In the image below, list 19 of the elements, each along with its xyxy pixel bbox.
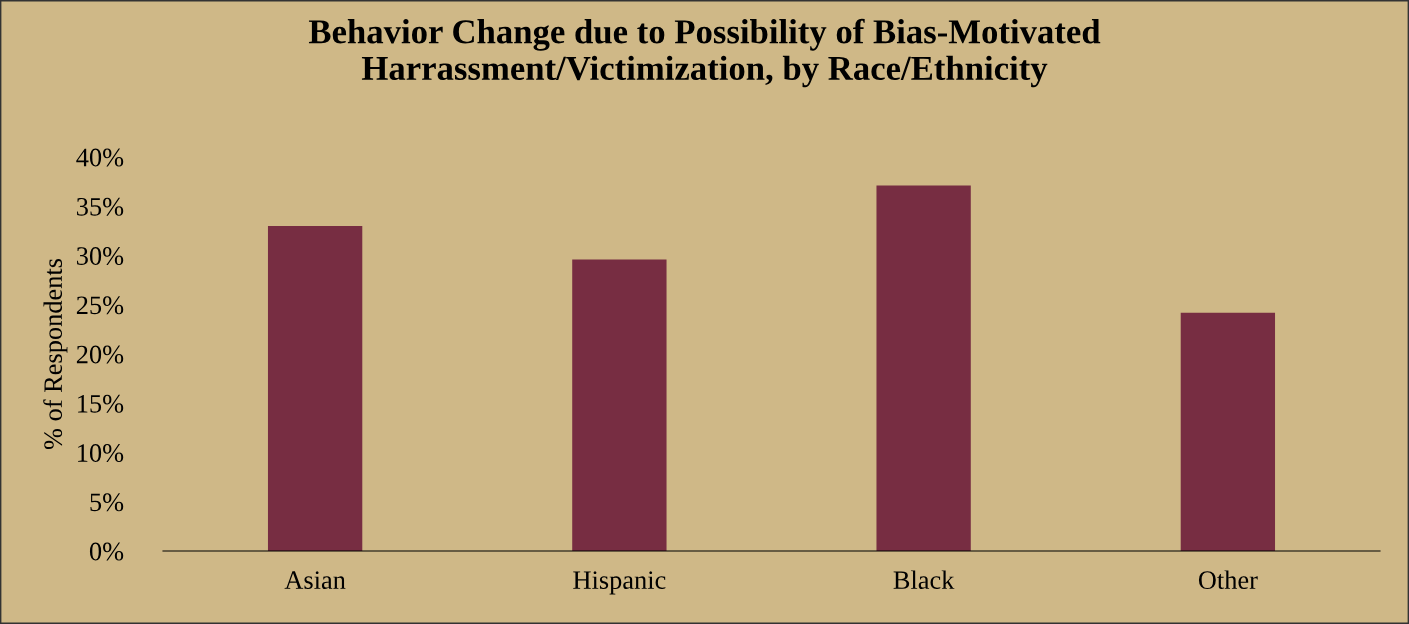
chart-title: Behavior Change due to Possibility of Bias-Motivated Harrassment/Victimization, by Race/Ethnicity [308,18,1101,88]
y-tick-label: 15% [78,394,124,413]
y-axis-title: % of Respondents [43,258,68,450]
y-tick-label: 10% [78,444,124,462]
x-tick-label: Asian [284,571,346,590]
bar [572,259,667,551]
y-tick-label: 25% [76,296,124,315]
bar [876,185,971,551]
x-tick-label: Other [1198,570,1258,590]
y-tick-label: 40% [76,148,124,167]
y-tick-label: 35% [77,197,124,216]
y-tick-label: 0% [89,542,124,561]
x-tick-label: Hispanic [573,571,666,595]
y-tick-label: 5% [90,493,124,512]
bar [267,225,363,551]
x-tick-label: Black [893,570,955,590]
y-tick-label: 30% [77,247,124,265]
y-tick-label: 20% [76,345,124,364]
bar [1180,312,1276,551]
